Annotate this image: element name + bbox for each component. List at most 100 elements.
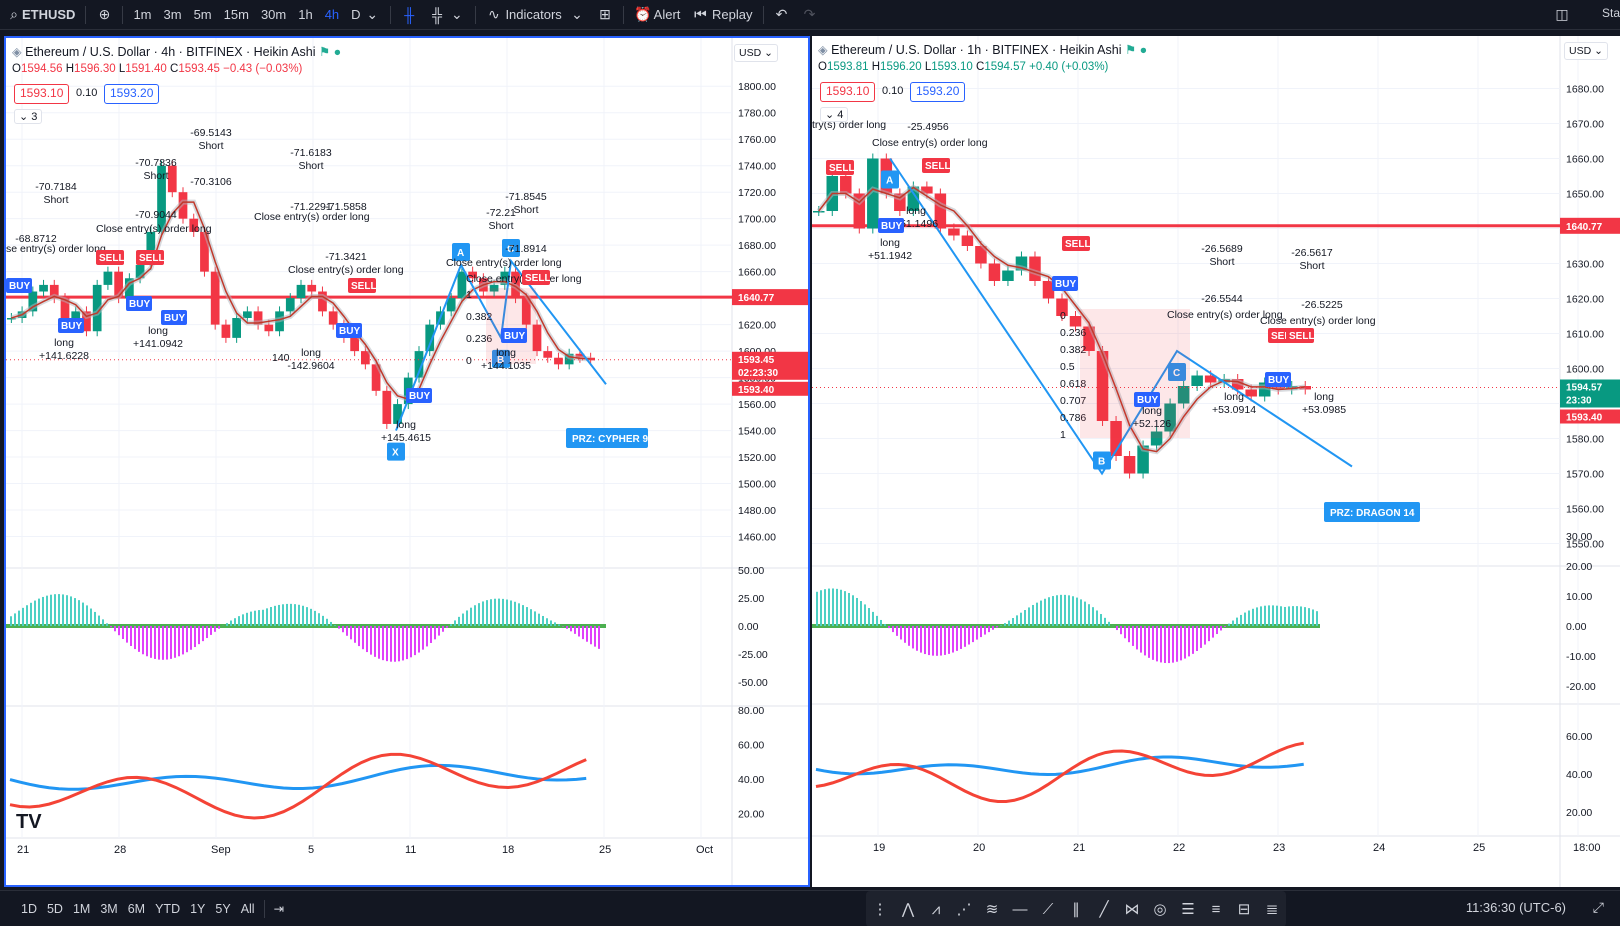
interval-1m[interactable]: 1m bbox=[133, 7, 152, 22]
live-dot-icon: ● bbox=[333, 45, 342, 59]
left-chart-canvas[interactable]: 1800.001780.001760.001740.001720.001700.… bbox=[6, 38, 810, 887]
interval-3m[interactable]: 3m bbox=[163, 7, 182, 22]
close-entry-label: Close entry(s) order long bbox=[872, 137, 988, 149]
symbol-search[interactable]: ⌕ ETHUSD bbox=[0, 0, 81, 30]
macd-histogram-bar bbox=[26, 605, 28, 626]
compare-symbol-button[interactable]: ⊕ bbox=[90, 0, 118, 30]
range-1y[interactable]: 1Y bbox=[190, 901, 206, 916]
sell-price-button[interactable]: 1593.10 bbox=[820, 82, 876, 102]
range-ytd[interactable]: YTD bbox=[155, 901, 181, 916]
candle-body bbox=[1191, 375, 1203, 386]
right-chart-panel[interactable]: 1680.001670.001660.001650.001640.001630.… bbox=[812, 36, 1620, 887]
undo-button[interactable]: ↶ bbox=[768, 0, 796, 30]
spread-value: 0.10 bbox=[882, 85, 904, 97]
ohlc-l-label: L bbox=[924, 61, 932, 73]
indicator-collapse-button[interactable]: ⌄ 4 bbox=[820, 107, 849, 122]
alert-button[interactable]: ⏰ Alert bbox=[628, 0, 686, 30]
right-chart-title[interactable]: Ethereum / U.S. Dollar · 1h · BITFINEX ·… bbox=[831, 43, 1122, 57]
redo-icon: ↷ bbox=[803, 6, 816, 22]
fullscreen-icon[interactable]: ⤢ bbox=[1592, 899, 1604, 915]
clock[interactable]: 11:36:30 (UTC-6) bbox=[1465, 900, 1566, 915]
interval-1h[interactable]: 1h bbox=[298, 7, 313, 22]
range-1d[interactable]: 1D bbox=[21, 901, 37, 916]
horizontal-line-icon[interactable]: — bbox=[1012, 900, 1028, 918]
indicators-button[interactable]: ∿ Indicators ⌄ bbox=[480, 0, 591, 30]
interval-30m[interactable]: 30m bbox=[260, 7, 287, 22]
buy-price-button[interactable]: 1593.20 bbox=[104, 84, 160, 104]
interval-5m[interactable]: 5m bbox=[193, 7, 212, 22]
price-tick-label: 1560.00 bbox=[738, 399, 776, 411]
drag-handle-icon[interactable]: ⋮ bbox=[872, 901, 888, 918]
divider bbox=[390, 5, 392, 24]
macd-histogram-bar bbox=[186, 626, 188, 653]
candle-body bbox=[361, 351, 370, 365]
macd-histogram-bar bbox=[864, 604, 866, 626]
spiral-tool-icon[interactable]: ◎ bbox=[1153, 901, 1167, 918]
macd-histogram-bar bbox=[126, 626, 128, 643]
trendline-icon[interactable]: ╱ bbox=[1099, 901, 1109, 918]
currency-button[interactable]: USD ⌄ bbox=[734, 44, 778, 62]
fib-level-label: 0 bbox=[1060, 310, 1066, 322]
buy-price-button[interactable]: 1593.20 bbox=[910, 82, 966, 102]
pattern-point-label: C bbox=[507, 244, 514, 255]
rsi-line-red bbox=[9, 752, 587, 820]
macd-histogram-bar bbox=[1232, 620, 1234, 626]
sell-tag bbox=[826, 160, 854, 175]
macd-histogram-bar bbox=[414, 626, 416, 656]
pattern-point-label: A bbox=[457, 248, 464, 259]
range-6m[interactable]: 6M bbox=[127, 901, 146, 916]
price-tick-label: 1650.00 bbox=[1566, 189, 1604, 201]
range-all[interactable]: All bbox=[240, 901, 255, 916]
candle-body bbox=[200, 231, 209, 272]
fib-level-label: 0.786 bbox=[1060, 412, 1086, 424]
flag-icon: ⚑ bbox=[318, 45, 331, 59]
channel-tool-icon[interactable]: ≋ bbox=[985, 901, 999, 918]
symbol-logo-icon: ◈ bbox=[818, 43, 828, 57]
range-5y[interactable]: 5Y bbox=[215, 901, 231, 916]
layout-button[interactable]: ◫ bbox=[1548, 0, 1576, 30]
sell-price-button[interactable]: 1593.10 bbox=[14, 84, 70, 104]
close-entry-label: Close entry(s) order long bbox=[1167, 309, 1283, 321]
candle-body bbox=[393, 404, 402, 424]
chart-type-button[interactable]: ╬ ⌄ bbox=[423, 0, 471, 30]
macd-histogram-bar bbox=[562, 626, 564, 627]
candle-body bbox=[1204, 375, 1217, 383]
macd-histogram-bar bbox=[1048, 597, 1050, 626]
goto-date-button[interactable]: ⇥ bbox=[269, 901, 289, 916]
ray-tool-icon[interactable]: ⟋ bbox=[1042, 900, 1054, 918]
macd-histogram-bar bbox=[1296, 606, 1298, 626]
macd-histogram-bar bbox=[70, 596, 72, 626]
abcd-tool-icon[interactable]: ⩘ bbox=[931, 900, 941, 918]
more-tools-icon[interactable]: ≣ bbox=[1265, 901, 1279, 918]
fib-tool-icon[interactable]: ⋈ bbox=[1124, 901, 1140, 918]
bar-style-button[interactable]: ╫ bbox=[395, 0, 423, 30]
left-chart-panel[interactable]: 1800.00 1780.00 1760.00 1740.00 1720.00 1700.… bbox=[4, 36, 810, 887]
range-5d[interactable]: 5D bbox=[46, 901, 63, 916]
range-1m[interactable]: 1M bbox=[72, 901, 91, 916]
pattern-tool-icon[interactable]: ⋀ bbox=[901, 901, 915, 918]
interval-15m[interactable]: 15m bbox=[223, 7, 249, 22]
macd-histogram-bar bbox=[948, 626, 950, 654]
interval-d[interactable]: D ⌄ bbox=[345, 0, 386, 30]
macd-histogram-bar bbox=[506, 599, 508, 626]
templates-button[interactable]: ⊞ bbox=[591, 0, 619, 30]
current-price-label: 1593.45 bbox=[738, 355, 775, 366]
currency-button[interactable]: USD ⌄ bbox=[1564, 42, 1608, 60]
long-position-icon[interactable]: ⊟ bbox=[1237, 901, 1251, 918]
indicator-collapse-button[interactable]: ⌄ 3 bbox=[14, 109, 43, 124]
ruler-icon[interactable]: ∥ bbox=[1072, 901, 1080, 918]
macd-histogram-bar bbox=[210, 626, 212, 635]
macd-histogram-bar bbox=[832, 588, 834, 626]
redo-button[interactable]: ↷ bbox=[796, 0, 824, 30]
xabcd-tool-icon[interactable]: ⋰ bbox=[956, 901, 972, 918]
fib-zone bbox=[1080, 309, 1190, 438]
right-chart-canvas[interactable]: 1680.001670.001660.001650.001640.001630.… bbox=[812, 36, 1620, 887]
countdown-label: 02:23:30 bbox=[738, 368, 778, 379]
fib-extension-icon[interactable]: ≡ bbox=[1211, 900, 1221, 918]
range-3m[interactable]: 3M bbox=[100, 901, 118, 916]
pattern-point-label: C bbox=[1173, 368, 1180, 379]
fib-retracement-icon[interactable]: ☰ bbox=[1181, 901, 1195, 918]
left-chart-title[interactable]: Ethereum / U.S. Dollar · 4h · BITFINEX ·… bbox=[25, 45, 316, 59]
replay-button[interactable]: ⏮ Replay bbox=[686, 0, 758, 30]
interval-4h[interactable]: 4h bbox=[324, 7, 340, 22]
